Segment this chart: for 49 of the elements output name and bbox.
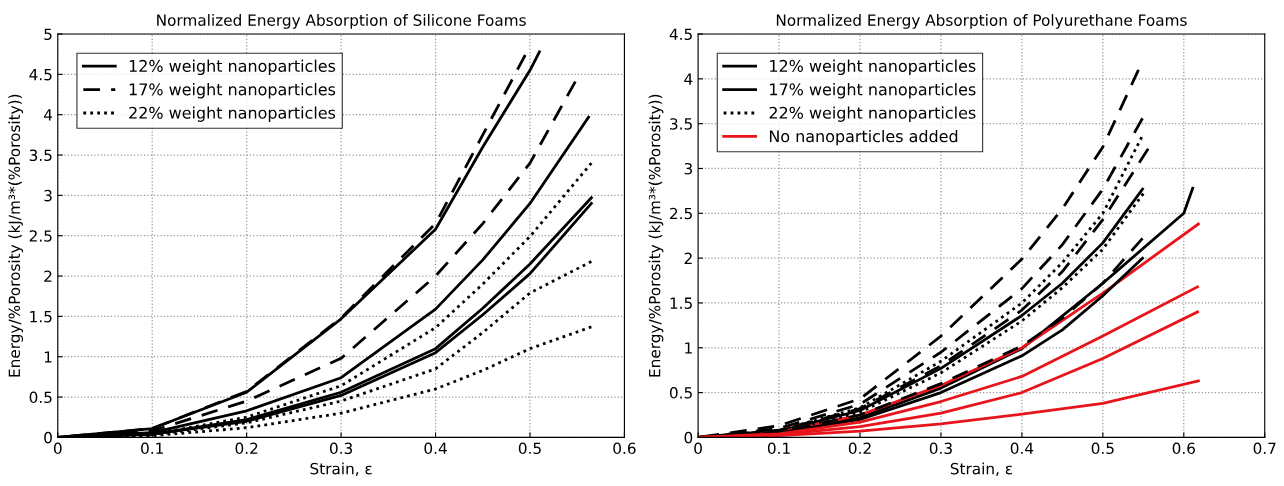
legend-label: 22% weight nanoparticles — [769, 106, 976, 122]
x-tick-label: 0 — [53, 442, 62, 455]
y-tick-label: 2 — [684, 252, 692, 264]
x-tick-label: 0.1 — [767, 442, 790, 455]
y-tick-label: 2 — [44, 270, 52, 282]
x-tick-label: 0.3 — [929, 442, 952, 455]
y-tick-label: 5 — [44, 28, 52, 41]
x-axis-title: Strain, ε — [310, 462, 372, 476]
y-tick-label: 2.5 — [670, 207, 692, 220]
x-axis-title: Strain, ε — [950, 462, 1012, 476]
chart-title: Normalized Energy Absorption of Polyurethane Foams — [776, 14, 1187, 29]
x-tick-label: 0.4 — [1010, 442, 1034, 455]
legend-label: No nanoparticles added — [769, 129, 958, 146]
x-tick-label: 0.6 — [613, 442, 636, 455]
legend-label: 12% weight nanoparticles — [129, 59, 336, 76]
y-tick-label: 2.5 — [29, 230, 52, 242]
y-tick-label: 4 — [684, 73, 693, 85]
y-tick-label: 3.5 — [670, 118, 692, 130]
x-tick-label: 0.7 — [1253, 442, 1276, 455]
x-tick-label: 0.2 — [235, 442, 258, 455]
legend-label: 17% weight nanoparticles — [770, 83, 976, 99]
x-tick-label: 0 — [694, 442, 702, 455]
y-tick-label: 4.5 — [669, 28, 692, 41]
legend-label: 12% weight nanoparticles — [770, 59, 976, 76]
y-tick-label: 1.5 — [670, 297, 692, 309]
y-tick-label: 0 — [684, 431, 693, 444]
y-tick-label: 4 — [43, 109, 53, 121]
y-tick-label: 0.5 — [669, 387, 692, 399]
x-tick-label: 0.2 — [848, 442, 871, 455]
y-axis-title: Energy/%Porosity (kJ/m³*(%Porosity)) — [648, 94, 664, 377]
x-tick-label: 0.6 — [1172, 442, 1195, 455]
y-tick-label: 1 — [685, 342, 692, 354]
x-tick-label: 0.5 — [518, 442, 541, 455]
x-tick-label: 0.1 — [141, 442, 163, 455]
y-tick-label: 1 — [44, 351, 52, 363]
legend-label: 17% weight nanoparticles — [129, 83, 336, 99]
y-tick-label: 3 — [44, 189, 52, 202]
x-tick-label: 0.4 — [424, 442, 447, 455]
y-axis-title: Energy/%Porosity (kJ/m³*(%Porosity)) — [8, 94, 24, 377]
y-tick-label: 3.5 — [29, 149, 52, 162]
y-tick-label: 3 — [684, 162, 693, 175]
chart-title: Normalized Energy Absorption of Silicone Foams — [157, 14, 526, 29]
y-tick-label: 1.5 — [30, 311, 52, 323]
x-tick-label: 0.5 — [1091, 442, 1114, 455]
x-tick-label: 0.3 — [329, 442, 353, 455]
y-tick-label: 0 — [44, 431, 52, 444]
legend-label: 22% weight nanoparticles — [129, 106, 336, 122]
y-tick-label: 0.5 — [29, 391, 52, 404]
y-tick-label: 4.5 — [29, 69, 52, 81]
